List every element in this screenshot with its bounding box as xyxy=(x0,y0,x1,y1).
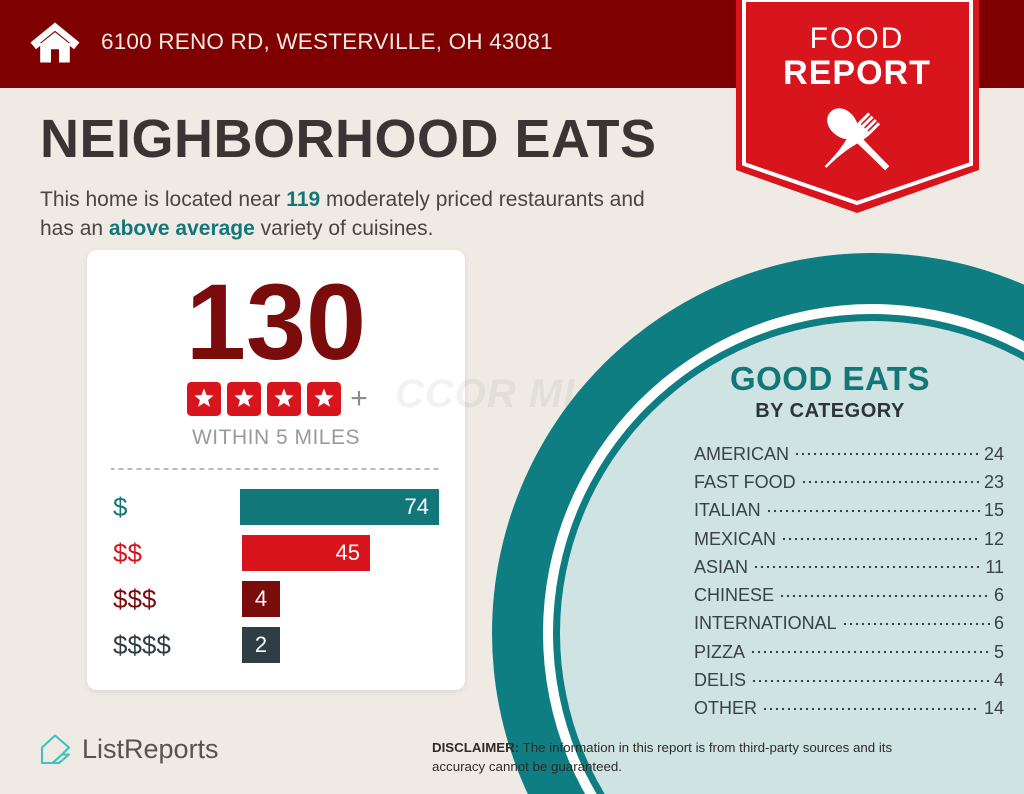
svg-text:REPORT: REPORT xyxy=(783,54,931,92)
svg-text:FOOD: FOOD xyxy=(810,22,905,55)
